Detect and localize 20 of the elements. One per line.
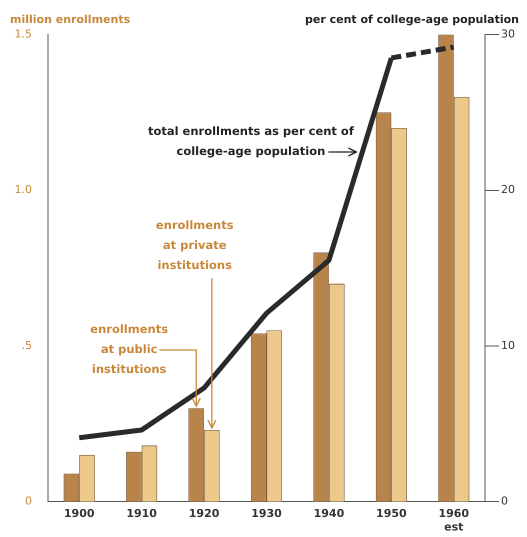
series-label: total enrollments as per cent of college-age population [148, 124, 355, 158]
x-tick-label: 1950 [376, 507, 408, 520]
y2-tick-label: 30 [501, 27, 515, 40]
y-tick-label: 1.5 [14, 27, 32, 40]
y2-tick-label: 20 [501, 183, 515, 196]
x-tick-label: 1900 [64, 507, 95, 520]
x-tick-label: 1960 est [438, 507, 470, 534]
x-tick-label: 1940 [314, 507, 345, 520]
x-tick-label: 1910 [126, 507, 158, 520]
y2-tick-label: 10 [501, 338, 515, 352]
y-tick-label: 0 [25, 494, 32, 508]
x-tick-label: 1930 [251, 507, 282, 520]
y2-axis-title: per cent of college-age population [305, 13, 519, 26]
y-tick-label: 1.0 [14, 183, 32, 196]
text: enrollments at public institutions [90, 322, 168, 376]
x-tick-label: 1920 [188, 507, 220, 520]
y-tick-label: .5 [22, 338, 32, 352]
y2-tick-label: 0 [501, 494, 508, 508]
y-axis-title: million enrollments [9, 13, 130, 26]
text: enrollments at private institutions [156, 218, 234, 272]
